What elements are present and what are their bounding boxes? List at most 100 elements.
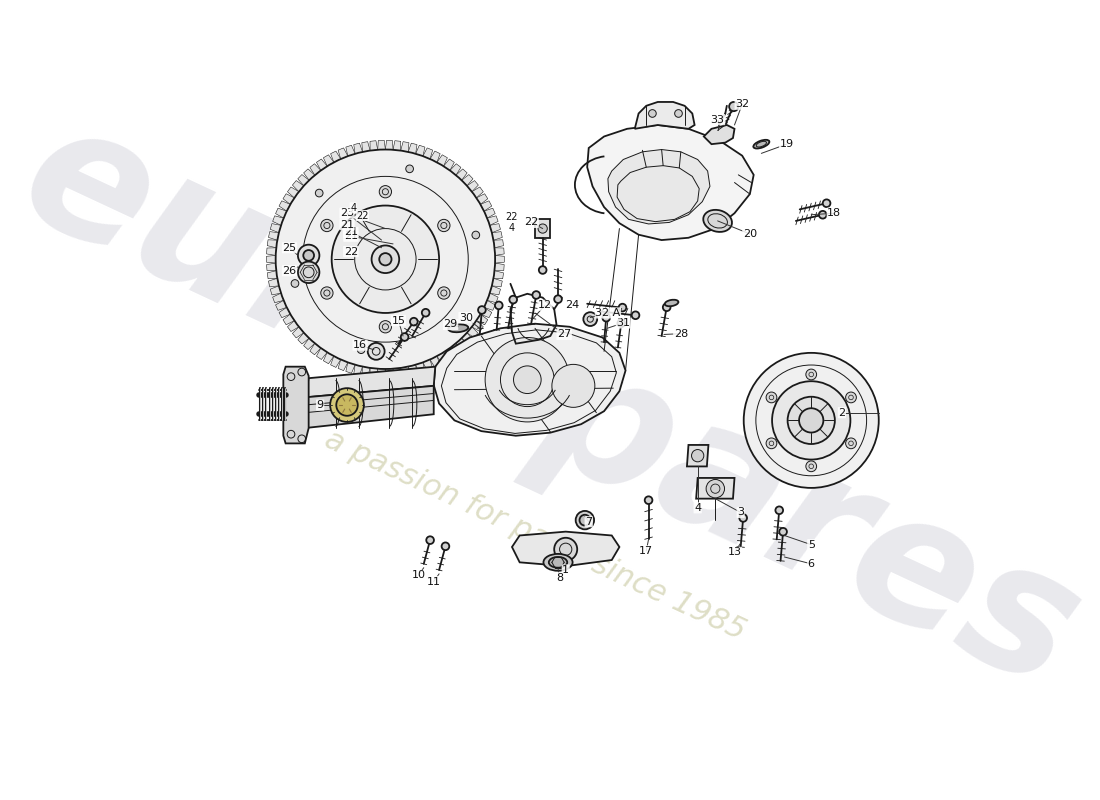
Polygon shape [437, 155, 448, 166]
Circle shape [739, 514, 747, 522]
Polygon shape [271, 286, 281, 295]
Ellipse shape [449, 324, 469, 332]
Circle shape [406, 165, 414, 173]
Polygon shape [283, 194, 295, 204]
Polygon shape [422, 359, 432, 370]
Circle shape [421, 309, 429, 317]
Text: 28: 28 [673, 329, 688, 338]
Text: 22: 22 [356, 210, 369, 221]
Circle shape [509, 296, 517, 303]
Text: 33: 33 [711, 114, 725, 125]
Polygon shape [400, 142, 409, 152]
Polygon shape [408, 143, 417, 154]
Circle shape [706, 479, 725, 498]
Polygon shape [495, 263, 504, 270]
Polygon shape [443, 159, 454, 170]
Text: 10: 10 [411, 570, 426, 580]
Polygon shape [481, 201, 492, 211]
Text: 25: 25 [283, 242, 297, 253]
Polygon shape [455, 338, 468, 350]
Circle shape [472, 231, 480, 239]
Polygon shape [305, 366, 436, 398]
Text: 19: 19 [780, 139, 794, 149]
Text: 30: 30 [459, 313, 473, 322]
Text: 16: 16 [353, 340, 367, 350]
Polygon shape [271, 224, 281, 233]
Circle shape [554, 295, 562, 303]
Circle shape [788, 397, 835, 444]
Polygon shape [494, 240, 504, 248]
Text: eurospares: eurospares [0, 84, 1100, 726]
Circle shape [367, 343, 385, 360]
Text: a passion for parts since 1985: a passion for parts since 1985 [320, 425, 750, 646]
Text: 32 A: 32 A [595, 308, 620, 318]
Circle shape [772, 382, 850, 459]
Text: 2: 2 [838, 408, 846, 418]
Circle shape [823, 199, 830, 207]
Polygon shape [370, 141, 377, 150]
Circle shape [372, 246, 399, 273]
Polygon shape [400, 366, 409, 377]
Polygon shape [437, 352, 448, 364]
Polygon shape [331, 151, 341, 162]
Polygon shape [466, 181, 478, 192]
Polygon shape [512, 532, 619, 566]
Polygon shape [430, 151, 440, 162]
Polygon shape [287, 187, 299, 198]
Circle shape [276, 150, 495, 369]
Text: 31: 31 [616, 318, 630, 328]
Text: 8: 8 [556, 573, 563, 582]
Circle shape [441, 542, 449, 550]
Circle shape [321, 287, 333, 299]
Text: 29: 29 [443, 319, 458, 330]
Circle shape [298, 262, 319, 283]
Polygon shape [298, 174, 309, 186]
Text: 21: 21 [344, 231, 358, 242]
Polygon shape [476, 314, 487, 325]
Polygon shape [283, 314, 295, 325]
Text: 22: 22 [524, 218, 538, 227]
Text: 32: 32 [735, 99, 749, 110]
Polygon shape [492, 232, 503, 240]
Polygon shape [450, 164, 461, 175]
Circle shape [776, 506, 783, 514]
Polygon shape [490, 286, 500, 295]
Circle shape [645, 496, 652, 504]
Circle shape [818, 211, 826, 218]
Circle shape [379, 186, 392, 198]
Polygon shape [266, 263, 276, 270]
Polygon shape [587, 125, 754, 240]
Polygon shape [495, 248, 504, 255]
Polygon shape [345, 362, 355, 374]
Polygon shape [304, 169, 315, 180]
Polygon shape [354, 143, 363, 154]
Text: 3: 3 [737, 507, 744, 518]
Text: 27: 27 [557, 330, 571, 339]
Polygon shape [484, 208, 495, 218]
Polygon shape [267, 270, 277, 278]
Polygon shape [323, 352, 334, 364]
Polygon shape [268, 278, 279, 287]
Circle shape [618, 304, 626, 311]
Polygon shape [273, 216, 284, 226]
Polygon shape [422, 148, 432, 159]
Text: 11: 11 [427, 577, 441, 586]
Polygon shape [484, 300, 495, 310]
Circle shape [495, 302, 503, 310]
Polygon shape [472, 187, 483, 198]
Circle shape [330, 388, 364, 422]
Text: 21: 21 [344, 227, 358, 238]
Polygon shape [284, 366, 309, 443]
Polygon shape [608, 150, 710, 224]
Text: 6: 6 [807, 559, 815, 569]
Polygon shape [287, 321, 299, 331]
Polygon shape [338, 359, 348, 370]
Circle shape [575, 511, 594, 530]
Polygon shape [455, 169, 468, 180]
Text: 15: 15 [392, 316, 406, 326]
Circle shape [532, 291, 540, 299]
Circle shape [292, 280, 299, 287]
Circle shape [321, 219, 333, 232]
Text: 22
4: 22 4 [506, 212, 518, 234]
Circle shape [617, 319, 625, 327]
